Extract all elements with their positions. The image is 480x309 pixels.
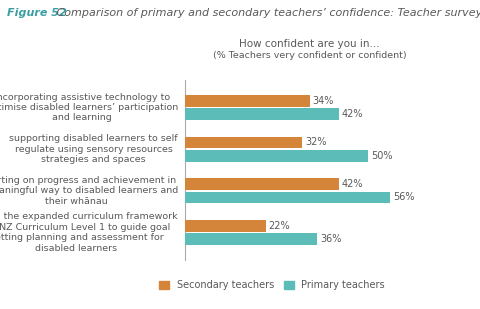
- Text: 36%: 36%: [320, 234, 341, 244]
- Text: (% Teachers very confident or confident): (% Teachers very confident or confident): [213, 51, 407, 60]
- Bar: [185, 150, 368, 162]
- Bar: [185, 220, 265, 232]
- Bar: [185, 95, 310, 107]
- Bar: [185, 137, 302, 148]
- Text: 34%: 34%: [312, 96, 334, 106]
- Text: 42%: 42%: [342, 109, 363, 119]
- Bar: [185, 108, 339, 120]
- Bar: [185, 178, 339, 190]
- Text: 22%: 22%: [268, 221, 290, 231]
- Text: Figure 52: Figure 52: [7, 8, 67, 18]
- Text: How confident are you in...: How confident are you in...: [240, 39, 380, 49]
- Text: 50%: 50%: [371, 151, 393, 161]
- Text: 56%: 56%: [393, 193, 415, 202]
- Bar: [185, 192, 390, 203]
- Text: 42%: 42%: [342, 179, 363, 189]
- Text: Comparison of primary and secondary teachers’ confidence: Teacher survey: Comparison of primary and secondary teac…: [53, 8, 480, 18]
- Legend: Secondary teachers, Primary teachers: Secondary teachers, Primary teachers: [156, 276, 389, 294]
- Bar: [185, 233, 317, 245]
- Text: 32%: 32%: [305, 138, 327, 147]
